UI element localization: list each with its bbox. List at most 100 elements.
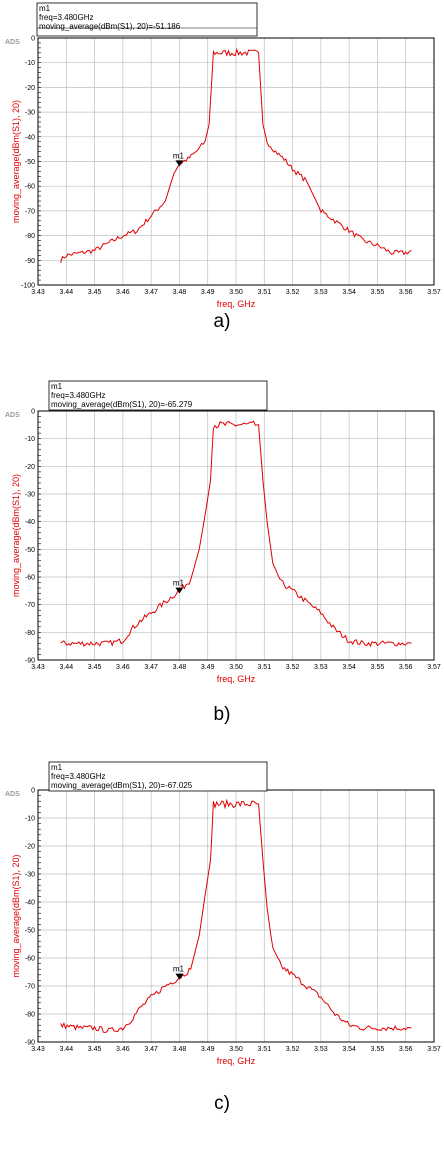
x-tick-label: 3.50 <box>229 664 243 671</box>
panel-caption: c) <box>214 1093 230 1114</box>
x-axis-label: freq, GHz <box>217 299 256 309</box>
y-tick-label: -10 <box>25 60 35 67</box>
y-tick-label: -90 <box>25 258 35 265</box>
chart-panel-3: ADS 3.43 3.44 3.45 3.46 3.47 3.48 3.49 3.50 3.51 3… <box>5 762 441 1114</box>
x-tick-label: 3.55 <box>371 664 385 671</box>
panel-caption: a) <box>214 311 231 332</box>
y-tick-label: -60 <box>25 184 35 191</box>
x-tick-label: 3.45 <box>88 1046 102 1053</box>
x-tick-label: 3.54 <box>342 289 356 296</box>
y-tick-label: -60 <box>25 956 35 963</box>
x-tick-label: 3.45 <box>88 664 102 671</box>
y-tick-label: 0 <box>31 36 35 43</box>
y-tick-label: 0 <box>31 788 35 795</box>
x-tick-label: 3.53 <box>314 289 328 296</box>
x-tick-label: 3.49 <box>201 664 215 671</box>
x-tick-label: 3.55 <box>371 289 385 296</box>
y-tick-label: -30 <box>25 492 35 499</box>
x-tick-label: 3.56 <box>399 289 413 296</box>
y-tick-label: -20 <box>25 464 35 471</box>
marker-label: m1 <box>173 965 185 974</box>
x-tick-label: 3.49 <box>201 1046 215 1053</box>
x-tick-label: 3.53 <box>314 1046 328 1053</box>
x-tick-label: 3.56 <box>399 1046 413 1053</box>
y-tick-label: -70 <box>25 208 35 215</box>
x-tick-label: 3.52 <box>286 289 300 296</box>
x-tick-label: 3.54 <box>342 664 356 671</box>
y-tick-label: -40 <box>25 900 35 907</box>
x-tick-label: 3.47 <box>144 664 158 671</box>
x-tick-label: 3.49 <box>201 289 215 296</box>
y-tick-label: -80 <box>25 233 35 240</box>
x-tick-label: 3.52 <box>286 1046 300 1053</box>
x-tick-label: 3.51 <box>257 1046 271 1053</box>
x-axis-label: freq, GHz <box>217 674 256 684</box>
y-tick-label: -90 <box>25 658 35 665</box>
y-tick-label: -90 <box>25 1040 35 1047</box>
x-tick-label: 3.46 <box>116 289 130 296</box>
marker-readout-line: m1 <box>51 382 63 391</box>
x-tick-label: 3.44 <box>59 1046 73 1053</box>
y-tick-label: -30 <box>25 872 35 879</box>
x-axis-label: freq, GHz <box>217 1056 256 1066</box>
ads-tag: ADS <box>5 412 20 419</box>
y-tick-label: -10 <box>25 436 35 443</box>
marker-readout-line: moving_average(dBm(S1), 20)=-51.186 <box>39 22 181 31</box>
marker-readout-line: m1 <box>39 4 51 13</box>
y-tick-label: -80 <box>25 630 35 637</box>
panel-caption: b) <box>214 704 231 725</box>
x-tick-label: 3.51 <box>257 664 271 671</box>
x-tick-label: 3.53 <box>314 664 328 671</box>
marker-triangle <box>175 974 183 980</box>
y-tick-label: -60 <box>25 575 35 582</box>
x-tick-label: 3.46 <box>116 664 130 671</box>
y-tick-label: -40 <box>25 134 35 141</box>
y-tick-label: -50 <box>25 928 35 935</box>
x-tick-label: 3.46 <box>116 1046 130 1053</box>
chart-panel-2: ADS 3.43 3.44 3.45 3.46 3.47 3.48 3.49 3.50 3.51 3… <box>5 381 441 725</box>
x-tick-label: 3.47 <box>144 289 158 296</box>
marker-readout-line: moving_average(dBm(S1), 20)=-65.279 <box>51 400 193 409</box>
x-tick-label: 3.43 <box>31 664 45 671</box>
marker-readout-line: freq=3.480GHz <box>39 13 93 22</box>
y-tick-label: -50 <box>25 547 35 554</box>
ads-tag: ADS <box>5 791 20 798</box>
x-tick-label: 3.48 <box>173 664 187 671</box>
chart-panel-1: ADS 3.43 3.44 3.45 3.46 3.47 3.48 3.49 3.50 3.51 3… <box>5 3 441 332</box>
y-tick-label: -80 <box>25 1012 35 1019</box>
x-tick-label: 3.44 <box>59 664 73 671</box>
x-tick-label: 3.50 <box>229 289 243 296</box>
x-tick-label: 3.51 <box>257 289 271 296</box>
y-tick-label: -70 <box>25 602 35 609</box>
marker-readout-line: moving_average(dBm(S1), 20)=-67.025 <box>51 781 193 790</box>
x-tick-label: 3.45 <box>88 289 102 296</box>
y-tick-label: -30 <box>25 110 35 117</box>
y-tick-label: -50 <box>25 159 35 166</box>
x-tick-label: 3.57 <box>427 664 441 671</box>
x-tick-label: 3.57 <box>427 289 441 296</box>
x-tick-label: 3.48 <box>173 1046 187 1053</box>
x-tick-label: 3.43 <box>31 1046 45 1053</box>
y-tick-label: 0 <box>31 409 35 416</box>
y-tick-label: -70 <box>25 984 35 991</box>
x-tick-label: 3.54 <box>342 1046 356 1053</box>
y-tick-label: -20 <box>25 85 35 92</box>
x-tick-label: 3.47 <box>144 1046 158 1053</box>
marker-label: m1 <box>173 579 185 588</box>
y-tick-label: -40 <box>25 519 35 526</box>
y-tick-label: -10 <box>25 816 35 823</box>
x-tick-label: 3.50 <box>229 1046 243 1053</box>
y-tick-label: -100 <box>21 283 35 290</box>
x-tick-label: 3.43 <box>31 289 45 296</box>
y-axis-label: moving_average(dBm(S1), 20) <box>11 100 21 223</box>
x-tick-label: 3.56 <box>399 664 413 671</box>
x-tick-label: 3.52 <box>286 664 300 671</box>
x-tick-label: 3.44 <box>59 289 73 296</box>
marker-triangle <box>175 160 183 166</box>
x-tick-label: 3.48 <box>173 289 187 296</box>
marker-label: m1 <box>173 151 185 160</box>
marker-readout-line: m1 <box>51 763 63 772</box>
marker-readout-line: freq=3.480GHz <box>51 391 105 400</box>
x-tick-label: 3.57 <box>427 1046 441 1053</box>
